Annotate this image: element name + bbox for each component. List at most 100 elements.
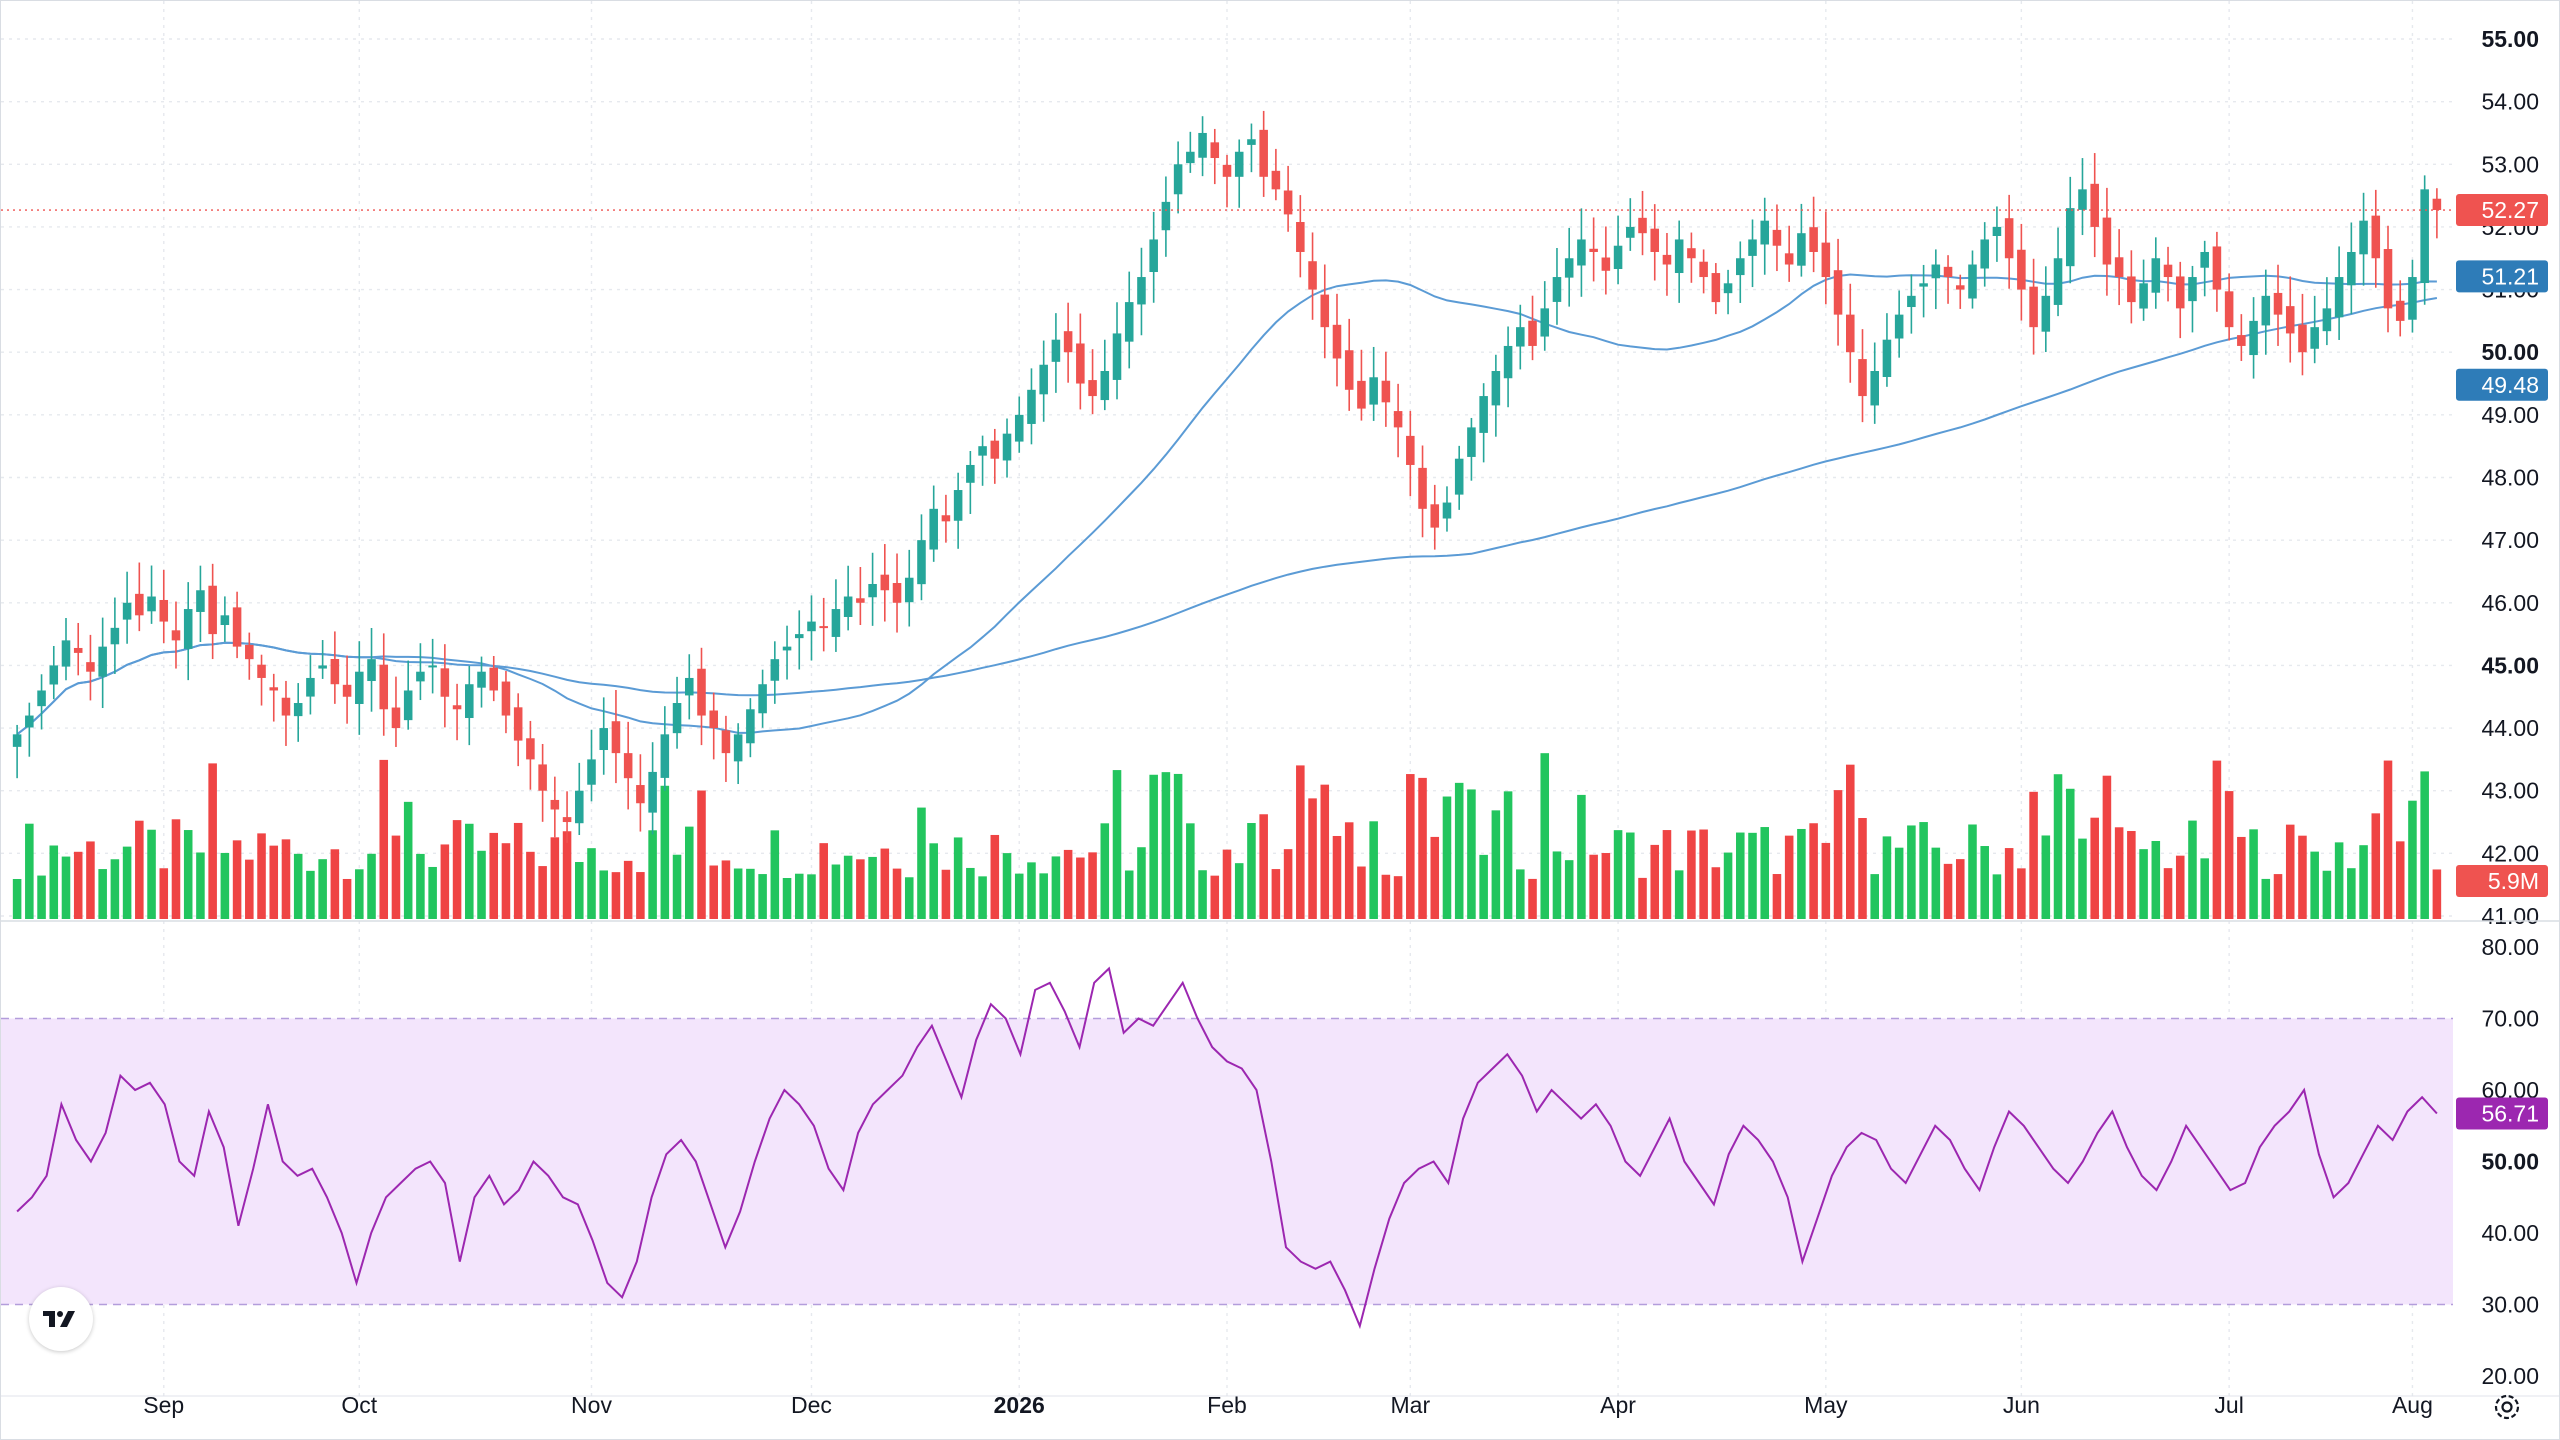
candle-body[interactable] [1491,371,1501,406]
candle-body[interactable] [2249,320,2258,356]
candle-body[interactable] [2200,251,2209,268]
candle-body[interactable] [1784,253,1794,265]
candle-body[interactable] [1882,339,1892,377]
candle-body[interactable] [489,667,499,691]
candle-body[interactable] [794,634,804,639]
candle-body[interactable] [929,508,938,550]
candle-body[interactable] [1736,258,1745,276]
candle-body[interactable] [660,734,670,778]
candle-body[interactable] [1833,270,1843,315]
candle-body[interactable] [2285,306,2295,334]
candle-body[interactable] [843,596,853,617]
candle-body[interactable] [440,668,450,697]
candle-body[interactable] [1955,285,1965,290]
candle-body[interactable] [2261,295,2271,326]
candle-body[interactable] [1870,371,1879,406]
candle-body[interactable] [171,630,181,641]
candle-body[interactable] [1112,333,1122,380]
candle-body[interactable] [2029,286,2038,328]
candle-body[interactable] [2004,218,2014,259]
candle-body[interactable] [1723,283,1733,294]
candle-body[interactable] [232,607,242,647]
candle-body[interactable] [758,684,767,714]
candle-body[interactable] [2395,300,2405,321]
candle-body[interactable] [1626,226,1635,238]
candle-body[interactable] [1039,364,1048,395]
candle-body[interactable] [819,626,828,629]
candle-body[interactable] [672,703,682,734]
candle-body[interactable] [110,627,120,645]
candle-body[interactable] [1002,433,1012,461]
candle-body[interactable] [733,734,743,762]
candle-body[interactable] [1186,151,1195,164]
candle-body[interactable] [2371,215,2381,259]
candle-body[interactable] [391,707,401,729]
candle-body[interactable] [73,647,83,653]
candle-body[interactable] [807,621,816,632]
candle-body[interactable] [623,753,633,779]
candle-body[interactable] [2078,189,2087,210]
candle-body[interactable] [2151,258,2161,293]
candle-body[interactable] [831,609,841,637]
candlesticks[interactable] [1,110,2453,843]
candle-body[interactable] [1674,239,1684,274]
candle-body[interactable] [1222,164,1232,177]
candle-body[interactable] [2322,308,2332,332]
candle-body[interactable] [966,464,975,483]
candle-body[interactable] [281,697,291,716]
candle-body[interactable] [856,598,865,603]
candle-body[interactable] [12,734,22,747]
candle-body[interactable] [269,687,279,691]
candle-body[interactable] [917,540,926,585]
candle-body[interactable] [2090,183,2099,227]
candle-body[interactable] [49,665,59,685]
candle-body[interactable] [721,730,731,754]
candle-body[interactable] [1638,217,1647,234]
candle-body[interactable] [2347,251,2356,286]
candle-body[interactable] [1161,201,1171,231]
candle-body[interactable] [1552,277,1562,302]
candle-body[interactable] [1027,389,1036,424]
candle-body[interactable] [1968,264,1977,299]
candle-body[interactable] [135,593,144,616]
candle-body[interactable] [245,644,254,660]
candle-body[interactable] [1589,248,1598,252]
candle-body[interactable] [2408,277,2417,320]
candle-body[interactable] [306,677,315,697]
candle-body[interactable] [2310,327,2319,349]
candle-body[interactable] [2163,264,2173,278]
candle-body[interactable] [1271,170,1281,190]
candle-body[interactable] [1063,331,1073,353]
candle-body[interactable] [330,658,340,685]
candle-body[interactable] [403,690,413,721]
candle-body[interactable] [1797,233,1806,266]
candle-body[interactable] [636,785,645,804]
candle-body[interactable] [2017,249,2026,290]
candle-body[interactable] [61,640,71,667]
candle-body[interactable] [1198,132,1207,158]
candle-body[interactable] [1467,427,1476,457]
tradingview-logo[interactable] [29,1287,93,1351]
candle-body[interactable] [2334,277,2344,318]
candle-body[interactable] [575,790,584,824]
candle-body[interactable] [318,665,327,669]
candle-body[interactable] [1283,190,1293,215]
candle-body[interactable] [98,646,107,677]
candle-body[interactable] [465,684,474,719]
candle-body[interactable] [611,721,621,754]
candle-body[interactable] [183,609,193,649]
candle-body[interactable] [37,690,46,707]
candle-body[interactable] [2212,246,2222,290]
candle-body[interactable] [1124,302,1134,342]
candle-body[interactable] [1430,504,1440,528]
candle-body[interactable] [880,574,890,591]
candle-body[interactable] [1601,257,1611,271]
candle-body[interactable] [1332,324,1342,359]
candle-body[interactable] [1149,239,1158,273]
candle-body[interactable] [1528,320,1537,346]
candle-body[interactable] [1760,220,1770,245]
candle-body[interactable] [1344,350,1354,390]
candle-body[interactable] [1234,151,1244,177]
candle-body[interactable] [1173,164,1183,195]
candle-body[interactable] [1907,295,1916,308]
